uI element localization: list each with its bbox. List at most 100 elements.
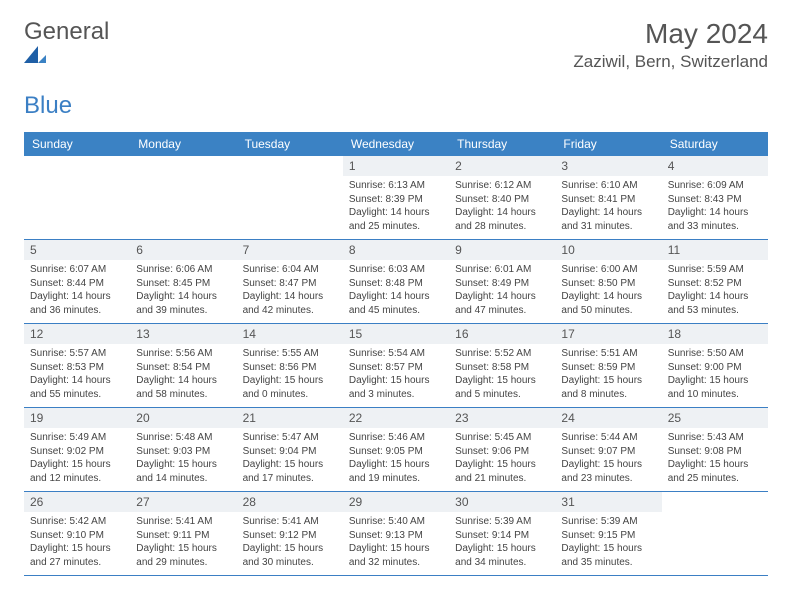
weekday-header-row: Sunday Monday Tuesday Wednesday Thursday… [24, 132, 768, 156]
page-header: GeneralBlue May 2024 Zaziwil, Bern, Swit… [24, 18, 768, 120]
day-info-line: Daylight: 14 hours [561, 206, 655, 220]
weekday-header: Monday [130, 132, 236, 156]
day-info: Sunrise: 5:47 AMSunset: 9:04 PMDaylight:… [237, 428, 343, 491]
day-info: Sunrise: 5:40 AMSunset: 9:13 PMDaylight:… [343, 512, 449, 575]
day-info-line: Daylight: 15 hours [349, 374, 443, 388]
day-info-line: Daylight: 14 hours [349, 206, 443, 220]
day-number: 5 [24, 240, 130, 260]
day-info-line: and 14 minutes. [136, 472, 230, 486]
day-info-line: Sunrise: 6:12 AM [455, 179, 549, 193]
calendar-week: 5Sunrise: 6:07 AMSunset: 8:44 PMDaylight… [24, 240, 768, 324]
day-info-line: and 8 minutes. [561, 388, 655, 402]
day-info-line: Sunrise: 6:06 AM [136, 263, 230, 277]
day-info: Sunrise: 6:13 AMSunset: 8:39 PMDaylight:… [343, 176, 449, 239]
day-info-line: Daylight: 14 hours [668, 290, 762, 304]
calendar-day: 2Sunrise: 6:12 AMSunset: 8:40 PMDaylight… [449, 156, 555, 239]
day-info-line: Sunset: 8:53 PM [30, 361, 124, 375]
day-info-line: and 29 minutes. [136, 556, 230, 570]
day-info: Sunrise: 5:39 AMSunset: 9:14 PMDaylight:… [449, 512, 555, 575]
calendar-day: 30Sunrise: 5:39 AMSunset: 9:14 PMDayligh… [449, 492, 555, 575]
day-number: 27 [130, 492, 236, 512]
day-number: 28 [237, 492, 343, 512]
day-number: 26 [24, 492, 130, 512]
brand-text: GeneralBlue [24, 18, 109, 120]
day-number: 25 [662, 408, 768, 428]
day-info: Sunrise: 5:44 AMSunset: 9:07 PMDaylight:… [555, 428, 661, 491]
day-info-line: Sunrise: 5:50 AM [668, 347, 762, 361]
day-number: 19 [24, 408, 130, 428]
day-info-line: Daylight: 15 hours [455, 542, 549, 556]
weekday-header: Sunday [24, 132, 130, 156]
day-number: 3 [555, 156, 661, 176]
day-info-line: and 31 minutes. [561, 220, 655, 234]
calendar-day: 1Sunrise: 6:13 AMSunset: 8:39 PMDaylight… [343, 156, 449, 239]
calendar-week: 1Sunrise: 6:13 AMSunset: 8:39 PMDaylight… [24, 156, 768, 240]
day-info: Sunrise: 5:59 AMSunset: 8:52 PMDaylight:… [662, 260, 768, 323]
day-info-line: Sunrise: 5:52 AM [455, 347, 549, 361]
day-number: 18 [662, 324, 768, 344]
day-number: 21 [237, 408, 343, 428]
day-info-line: and 47 minutes. [455, 304, 549, 318]
day-number: 11 [662, 240, 768, 260]
calendar-week: 12Sunrise: 5:57 AMSunset: 8:53 PMDayligh… [24, 324, 768, 408]
day-info-line: Sunrise: 6:03 AM [349, 263, 443, 277]
day-info-line: Sunset: 8:58 PM [455, 361, 549, 375]
day-info-line: Sunrise: 5:55 AM [243, 347, 337, 361]
day-info-line: and 39 minutes. [136, 304, 230, 318]
calendar-day: 4Sunrise: 6:09 AMSunset: 8:43 PMDaylight… [662, 156, 768, 239]
day-info-line: Sunset: 8:49 PM [455, 277, 549, 291]
weekday-header: Tuesday [237, 132, 343, 156]
day-info: Sunrise: 5:57 AMSunset: 8:53 PMDaylight:… [24, 344, 130, 407]
calendar-day: 11Sunrise: 5:59 AMSunset: 8:52 PMDayligh… [662, 240, 768, 323]
day-info-line: Sunrise: 5:56 AM [136, 347, 230, 361]
day-info: Sunrise: 6:03 AMSunset: 8:48 PMDaylight:… [343, 260, 449, 323]
day-info: Sunrise: 6:10 AMSunset: 8:41 PMDaylight:… [555, 176, 661, 239]
header-right: May 2024 Zaziwil, Bern, Switzerland [573, 18, 768, 72]
day-info-line: and 53 minutes. [668, 304, 762, 318]
day-info-line: Sunset: 8:45 PM [136, 277, 230, 291]
day-info-line: Sunrise: 5:59 AM [668, 263, 762, 277]
sail-icon [24, 46, 109, 64]
calendar-day: 8Sunrise: 6:03 AMSunset: 8:48 PMDaylight… [343, 240, 449, 323]
day-info-line: Daylight: 15 hours [561, 374, 655, 388]
calendar-day: 10Sunrise: 6:00 AMSunset: 8:50 PMDayligh… [555, 240, 661, 323]
day-info-line: Sunrise: 6:00 AM [561, 263, 655, 277]
day-info-line: Sunset: 8:47 PM [243, 277, 337, 291]
day-number: 16 [449, 324, 555, 344]
day-info: Sunrise: 6:01 AMSunset: 8:49 PMDaylight:… [449, 260, 555, 323]
day-info-line: Daylight: 15 hours [668, 458, 762, 472]
day-info: Sunrise: 5:41 AMSunset: 9:12 PMDaylight:… [237, 512, 343, 575]
day-info-line: Sunset: 8:39 PM [349, 193, 443, 207]
calendar-day: 15Sunrise: 5:54 AMSunset: 8:57 PMDayligh… [343, 324, 449, 407]
day-info-line: and 0 minutes. [243, 388, 337, 402]
day-info-line: Daylight: 15 hours [561, 458, 655, 472]
day-info: Sunrise: 5:52 AMSunset: 8:58 PMDaylight:… [449, 344, 555, 407]
calendar-day: 24Sunrise: 5:44 AMSunset: 9:07 PMDayligh… [555, 408, 661, 491]
day-info-line: Daylight: 14 hours [243, 290, 337, 304]
day-info-line: and 55 minutes. [30, 388, 124, 402]
calendar-day: 23Sunrise: 5:45 AMSunset: 9:06 PMDayligh… [449, 408, 555, 491]
calendar-day [237, 156, 343, 239]
calendar-day: 22Sunrise: 5:46 AMSunset: 9:05 PMDayligh… [343, 408, 449, 491]
day-info-line: Daylight: 14 hours [30, 374, 124, 388]
calendar-weeks: 1Sunrise: 6:13 AMSunset: 8:39 PMDaylight… [24, 156, 768, 576]
day-info-line: and 25 minutes. [668, 472, 762, 486]
calendar-day: 9Sunrise: 6:01 AMSunset: 8:49 PMDaylight… [449, 240, 555, 323]
calendar-day: 3Sunrise: 6:10 AMSunset: 8:41 PMDaylight… [555, 156, 661, 239]
day-info-line: and 42 minutes. [243, 304, 337, 318]
weekday-header: Saturday [662, 132, 768, 156]
calendar-day: 18Sunrise: 5:50 AMSunset: 9:00 PMDayligh… [662, 324, 768, 407]
day-info-line: and 50 minutes. [561, 304, 655, 318]
calendar-day: 31Sunrise: 5:39 AMSunset: 9:15 PMDayligh… [555, 492, 661, 575]
day-number: 23 [449, 408, 555, 428]
day-info-line: Sunset: 8:50 PM [561, 277, 655, 291]
calendar-day: 20Sunrise: 5:48 AMSunset: 9:03 PMDayligh… [130, 408, 236, 491]
day-info-line: and 33 minutes. [668, 220, 762, 234]
calendar-day: 17Sunrise: 5:51 AMSunset: 8:59 PMDayligh… [555, 324, 661, 407]
day-info-line: Sunset: 9:07 PM [561, 445, 655, 459]
day-info-line: and 36 minutes. [30, 304, 124, 318]
day-info-line: Daylight: 15 hours [243, 458, 337, 472]
day-info-line: and 12 minutes. [30, 472, 124, 486]
day-info-line: Sunrise: 5:41 AM [243, 515, 337, 529]
calendar-day: 14Sunrise: 5:55 AMSunset: 8:56 PMDayligh… [237, 324, 343, 407]
